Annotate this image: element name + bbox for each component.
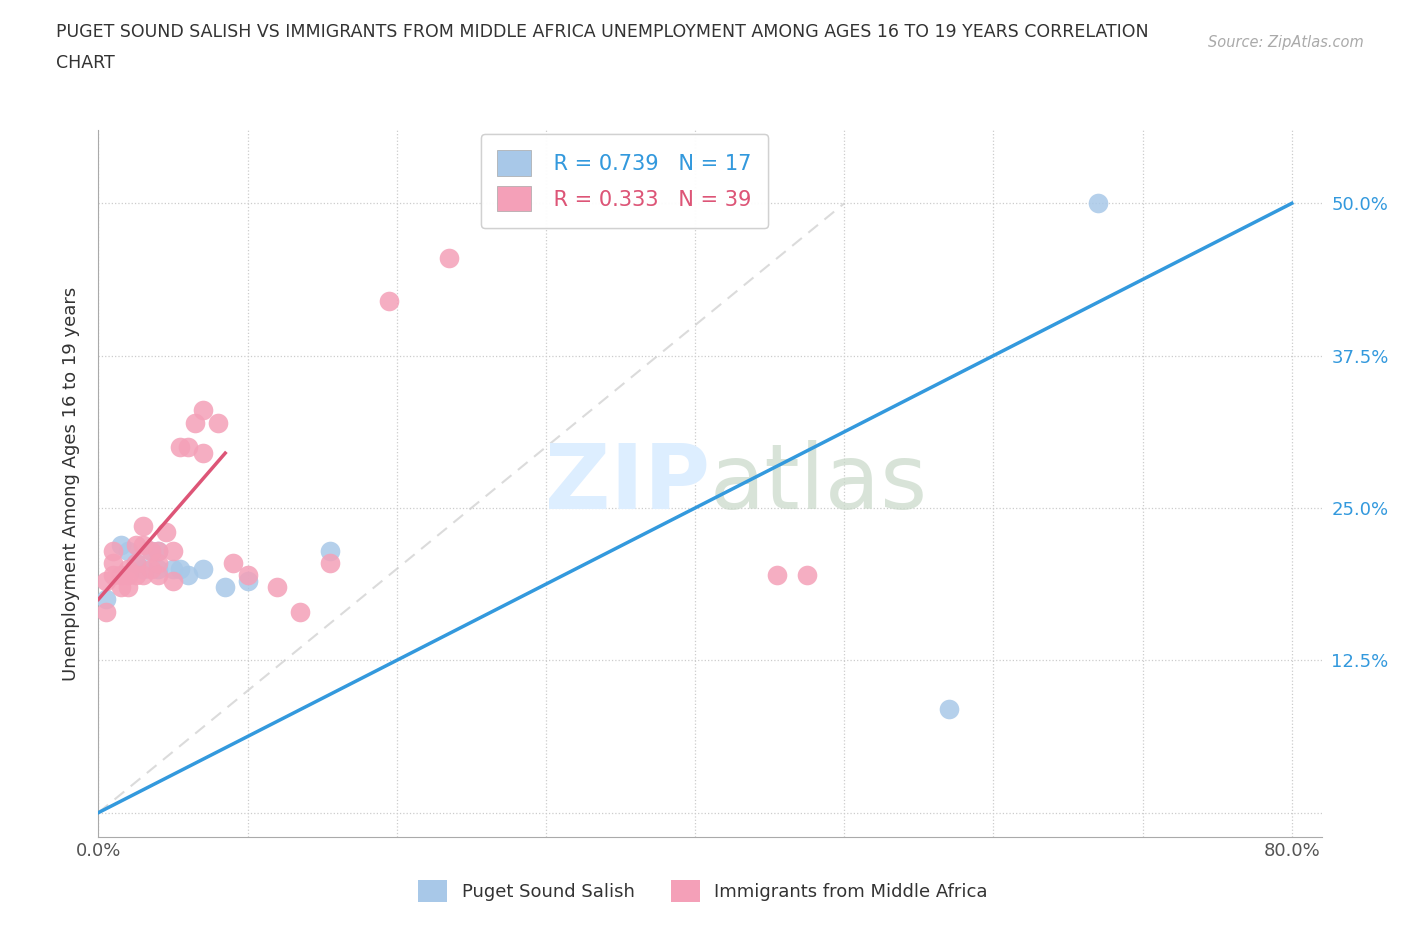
- Y-axis label: Unemployment Among Ages 16 to 19 years: Unemployment Among Ages 16 to 19 years: [62, 286, 80, 681]
- Point: [139, 562, 162, 577]
- Point: [139, 543, 162, 558]
- Point: [110, 538, 132, 552]
- Point: [117, 567, 139, 582]
- Point: [169, 440, 191, 455]
- Point: [132, 538, 155, 552]
- Point: [117, 562, 139, 577]
- Text: CHART: CHART: [56, 54, 115, 72]
- Point: [214, 579, 236, 594]
- Point: [191, 445, 214, 460]
- Legend:  R = 0.739   N = 17,  R = 0.333   N = 39: R = 0.739 N = 17, R = 0.333 N = 39: [481, 134, 768, 228]
- Text: PUGET SOUND SALISH VS IMMIGRANTS FROM MIDDLE AFRICA UNEMPLOYMENT AMONG AGES 16 T: PUGET SOUND SALISH VS IMMIGRANTS FROM MI…: [56, 23, 1149, 41]
- Point: [318, 543, 340, 558]
- Point: [103, 555, 125, 570]
- Point: [117, 543, 139, 558]
- Point: [94, 591, 117, 606]
- Point: [288, 604, 311, 619]
- Point: [117, 579, 139, 594]
- Point: [191, 403, 214, 418]
- Point: [191, 562, 214, 577]
- Point: [162, 543, 184, 558]
- Text: Source: ZipAtlas.com: Source: ZipAtlas.com: [1208, 35, 1364, 50]
- Point: [796, 567, 818, 582]
- Point: [207, 415, 229, 430]
- Point: [94, 604, 117, 619]
- Point: [132, 562, 155, 577]
- Text: atlas: atlas: [710, 440, 928, 527]
- Point: [169, 562, 191, 577]
- Point: [146, 555, 169, 570]
- Point: [938, 701, 960, 716]
- Point: [266, 579, 288, 594]
- Point: [162, 562, 184, 577]
- Point: [146, 567, 169, 582]
- Point: [155, 525, 177, 539]
- Point: [318, 555, 340, 570]
- Point: [236, 567, 259, 582]
- Point: [437, 251, 460, 266]
- Point: [125, 538, 148, 552]
- Point: [132, 567, 155, 582]
- Point: [146, 543, 169, 558]
- Point: [184, 415, 207, 430]
- Point: [139, 543, 162, 558]
- Point: [221, 555, 243, 570]
- Legend: Puget Sound Salish, Immigrants from Middle Africa: Puget Sound Salish, Immigrants from Midd…: [404, 866, 1002, 916]
- Point: [103, 567, 125, 582]
- Point: [177, 440, 200, 455]
- Point: [236, 574, 259, 589]
- Point: [110, 567, 132, 582]
- Point: [146, 562, 169, 577]
- Point: [94, 574, 117, 589]
- Point: [132, 519, 155, 534]
- Point: [177, 567, 200, 582]
- Point: [125, 555, 148, 570]
- Point: [110, 579, 132, 594]
- Point: [1087, 196, 1109, 211]
- Point: [146, 543, 169, 558]
- Point: [766, 567, 789, 582]
- Point: [125, 567, 148, 582]
- Point: [378, 293, 401, 308]
- Text: ZIP: ZIP: [546, 440, 710, 527]
- Point: [103, 543, 125, 558]
- Point: [125, 555, 148, 570]
- Point: [162, 574, 184, 589]
